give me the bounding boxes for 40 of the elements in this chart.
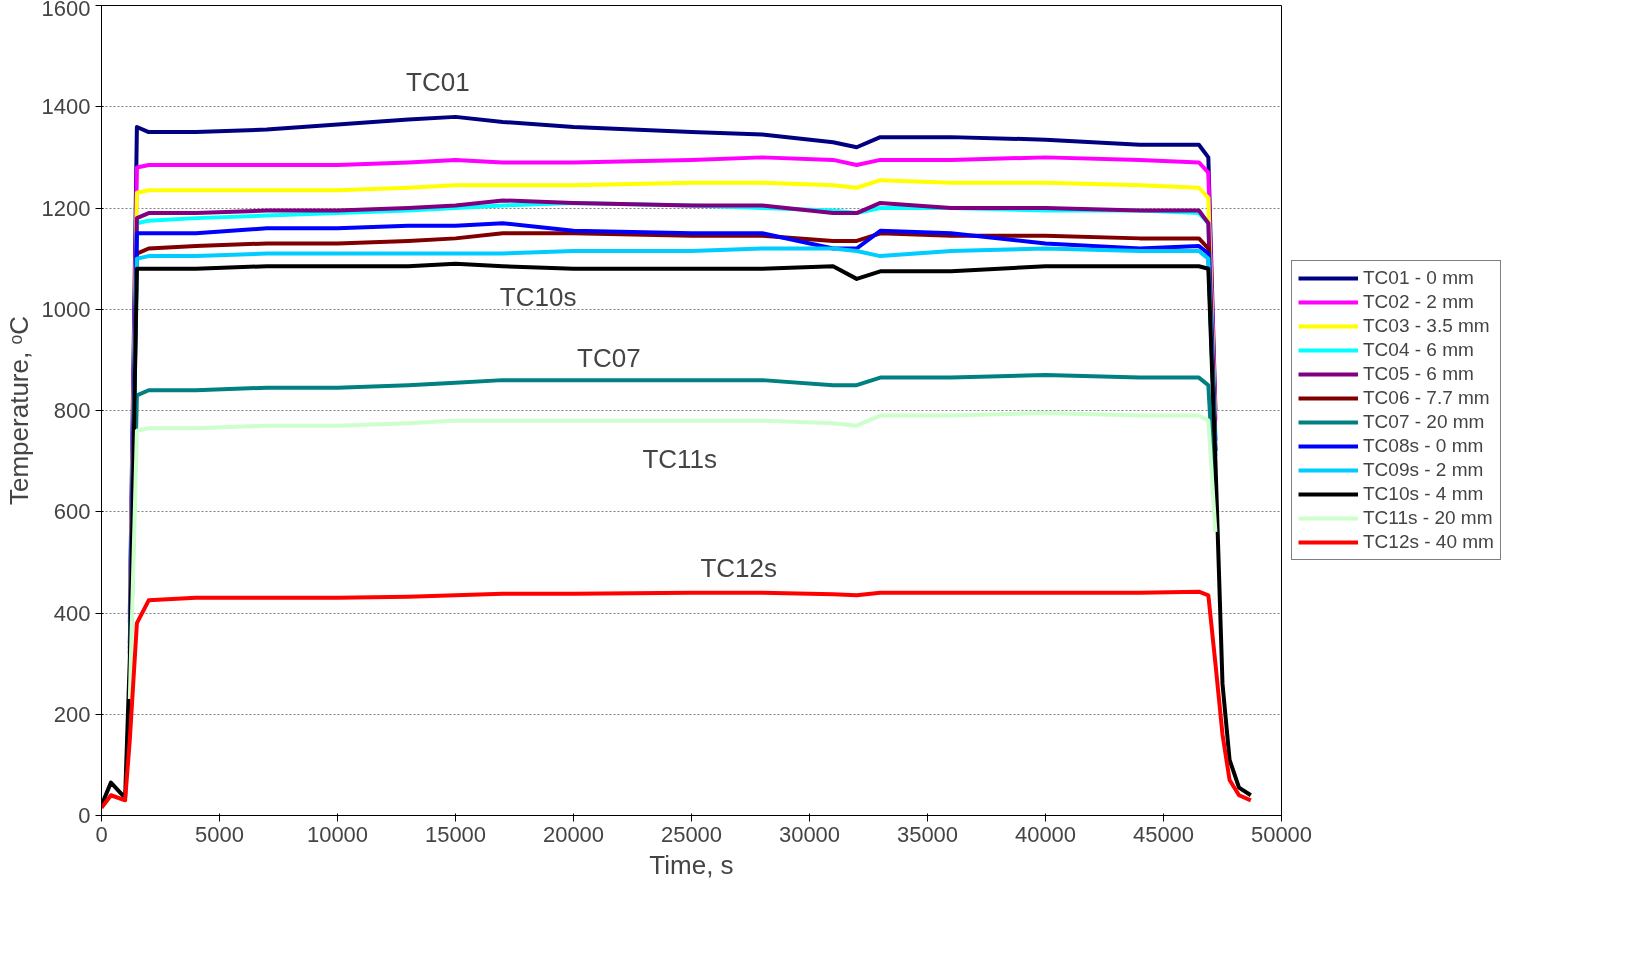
legend-label: TC12s - 40 mm	[1363, 531, 1494, 553]
y-tick-label: 0	[78, 803, 91, 828]
line-series	[101, 589, 1253, 810]
x-tick-label: 10000	[306, 821, 369, 847]
annotation: TC10s	[499, 282, 577, 313]
y-tick-label: 200	[53, 701, 91, 727]
y-tick-label: 1000	[41, 296, 91, 322]
annotation: TC11s	[642, 444, 718, 475]
x-tick-label: 0	[95, 821, 108, 847]
legend-label: TC01 - 0 mm	[1363, 267, 1474, 289]
legend-label: TC04 - 6 mm	[1363, 339, 1474, 361]
x-tick-label: 30000	[778, 821, 841, 847]
y-tick-label: 600	[53, 499, 91, 525]
legend-label: TC07 - 20 mm	[1363, 411, 1485, 433]
y-axis-title: Temperature, ᵒC	[3, 316, 34, 505]
x-tick-label: 5000	[195, 821, 244, 847]
x-tick-label: 35000	[896, 821, 959, 847]
legend-label: TC03 - 3.5 mm	[1363, 315, 1490, 337]
y-tick-label: 1600	[41, 0, 91, 21]
x-tick-label: 45000	[1132, 821, 1195, 847]
x-tick-label: 15000	[424, 821, 487, 847]
y-tick-label: 400	[53, 600, 91, 626]
x-tick-label: 20000	[542, 821, 605, 847]
annotation: TC07	[577, 342, 641, 373]
y-tick-label: 1400	[41, 94, 91, 120]
x-tick-label: 50000	[1250, 821, 1313, 847]
x-axis-title: Time, s	[649, 849, 734, 880]
legend-label: TC02 - 2 mm	[1363, 291, 1474, 313]
legend-label: TC05 - 6 mm	[1363, 363, 1474, 385]
legend-label: TC11s - 20 mm	[1363, 507, 1493, 529]
y-tick-label: 800	[53, 398, 91, 423]
legend-label: TC10s - 4 mm	[1363, 483, 1484, 505]
y-tick-label: 1200	[41, 195, 91, 221]
annotation: TC12s	[700, 553, 777, 584]
x-tick-label: 25000	[660, 821, 723, 847]
annotation: TC01	[406, 67, 470, 98]
legend-label: TC08s - 0 mm	[1363, 435, 1484, 457]
legend-label: TC09s - 2 mm	[1363, 459, 1484, 481]
x-tick-label: 40000	[1014, 821, 1077, 847]
legend-label: TC06 - 7.7 mm	[1363, 387, 1490, 409]
